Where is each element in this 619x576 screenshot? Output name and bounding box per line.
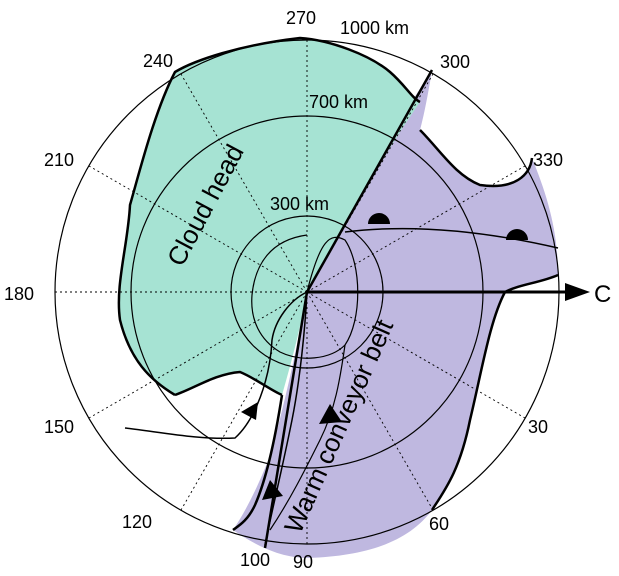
cloud-head-region [118,38,421,395]
range-label-300km: 300 km [270,194,329,214]
spoke-120 [180,291,308,511]
range-label-700km: 700 km [309,92,368,112]
range-label-1000km: 1000 km [340,18,409,38]
conveyor-belt-boundary-left [232,394,284,532]
azimuth-label-60: 60 [429,514,449,534]
azimuth-label-90: 90 [293,552,313,571]
dividing-line [305,69,434,293]
conveyor-belt-boundary-lower [430,273,559,511]
warm-front-line [344,227,559,249]
spoke-210 [88,165,308,293]
azimuth-label-330: 330 [533,150,563,170]
azimuth-label-100: 100 [240,550,270,570]
cloud-head-boundary [117,36,421,397]
warm-conveyor-belt-region [233,70,558,558]
azimuth-label-300: 300 [440,52,470,72]
spoke-30 [306,291,526,419]
azimuth-label-270: 270 [286,8,316,28]
warm-front-symbol-1 [368,213,390,224]
dry-slot-boundary [174,370,283,397]
spoke-150 [88,291,308,419]
azimuth-label-120: 120 [122,512,152,532]
spoke-240 [180,73,308,293]
azimuth-label-30: 30 [528,417,548,437]
trailing-line [269,344,346,531]
azimuth-label-210: 210 [44,150,74,170]
axis-c-arrowhead [565,283,590,301]
axis-c-label: C [594,281,611,308]
cold-front-symbol-3 [262,480,283,500]
conveyor-belt-boundary-upper [419,129,534,188]
cold-front-symbol-1 [241,402,258,420]
spoke-60 [306,291,434,511]
azimuth-label-180: 180 [4,284,34,304]
azimuth-label-240: 240 [143,51,173,71]
cold-front-symbol-2 [319,404,342,424]
azimuth-label-150: 150 [44,417,74,437]
warm-front-symbol-2 [506,229,528,240]
inner-core-contour [251,234,359,359]
dividing-line-lower [263,291,309,549]
